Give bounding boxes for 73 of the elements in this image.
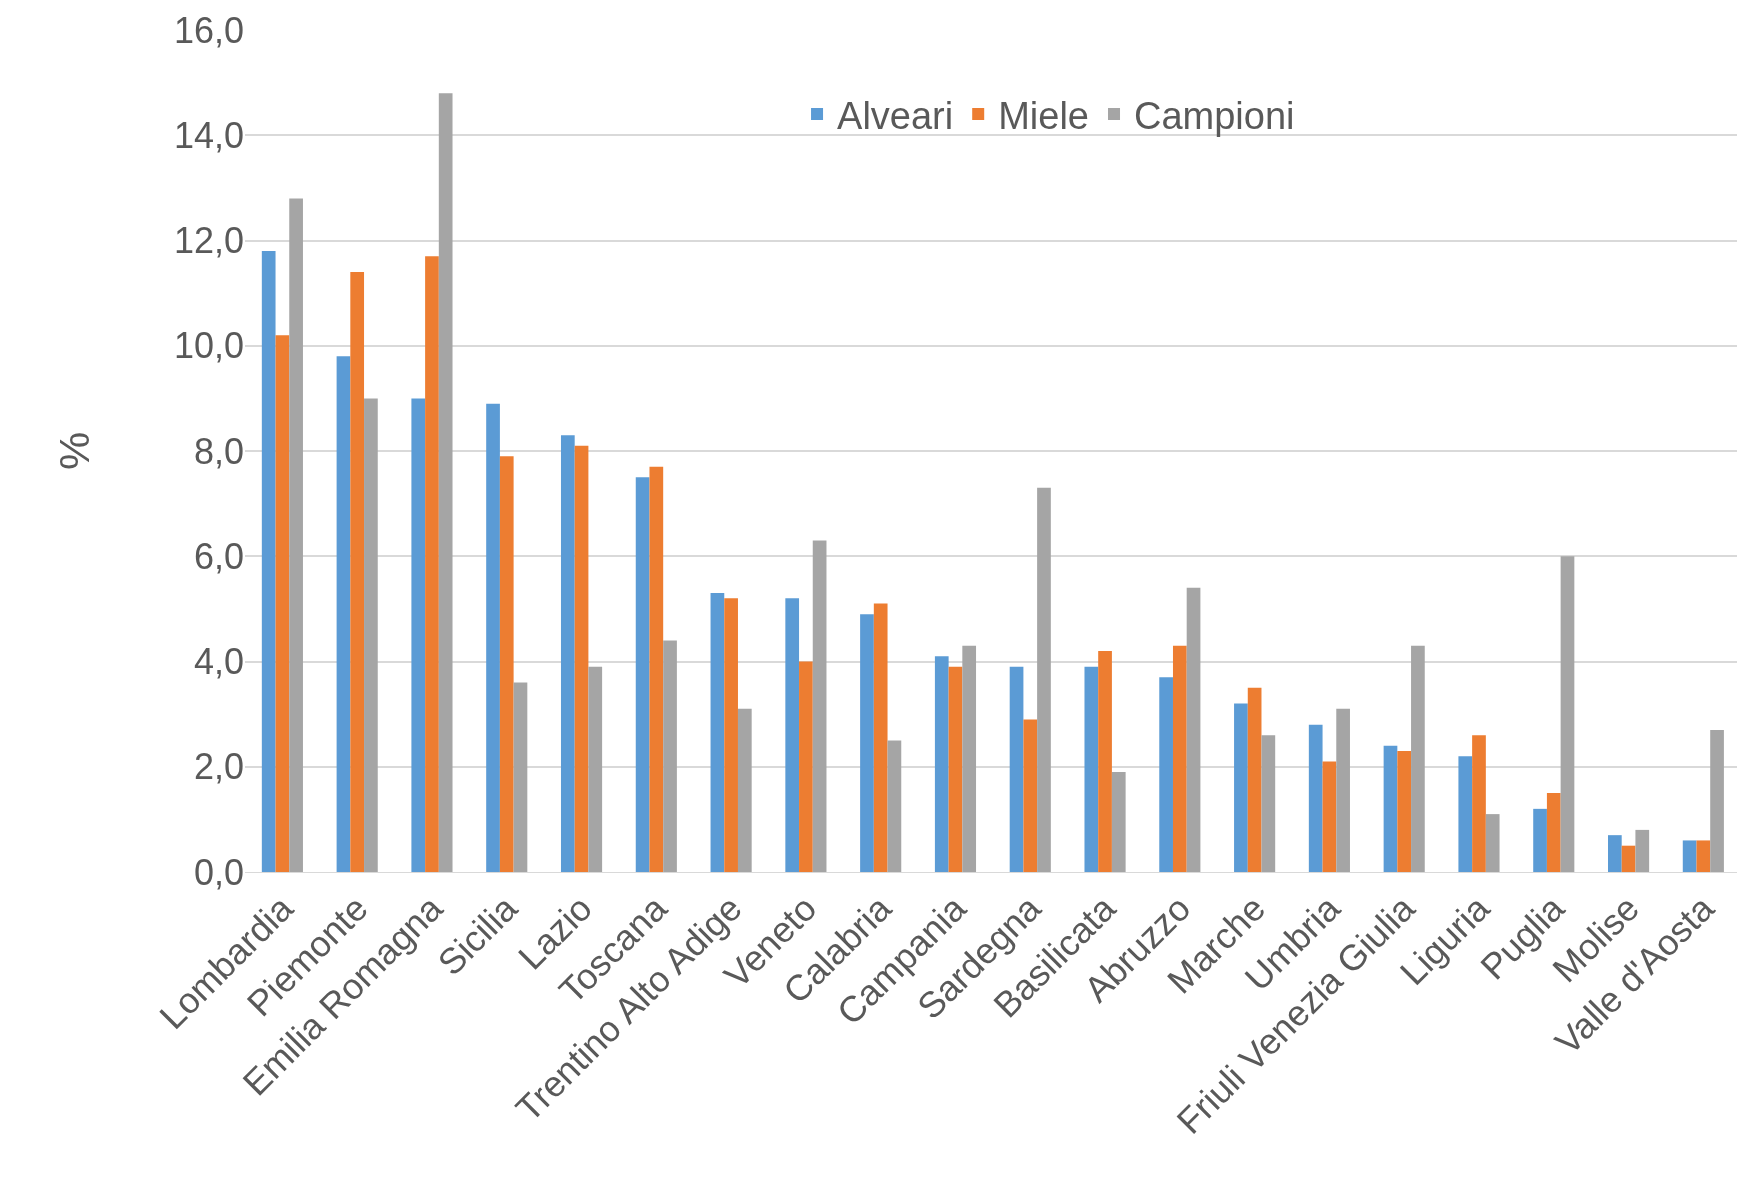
y-tick-label: 12,0	[173, 220, 244, 262]
bar	[438, 93, 453, 872]
bar	[1336, 708, 1350, 872]
bar	[1621, 845, 1636, 872]
y-tick-label: 14,0	[173, 114, 244, 156]
bar	[724, 598, 738, 872]
bar	[350, 272, 365, 872]
y-tick-label: 16,0	[173, 9, 244, 51]
bar	[588, 666, 603, 872]
bar	[1397, 750, 1412, 872]
bar	[275, 335, 290, 872]
bar	[1607, 835, 1622, 872]
bar	[710, 593, 725, 872]
legend-label: Miele	[998, 94, 1090, 137]
bar	[1682, 840, 1697, 872]
bar	[289, 198, 303, 872]
bar	[1635, 829, 1650, 872]
bar	[513, 682, 528, 872]
bar	[364, 398, 378, 872]
y-tick-label: 4,0	[193, 641, 244, 683]
y-tick-label: 8,0	[193, 430, 244, 472]
bar	[1172, 645, 1187, 872]
bar	[1186, 587, 1201, 872]
y-tick-label: 2,0	[193, 746, 244, 788]
bar	[663, 640, 677, 872]
bar	[799, 661, 813, 872]
bar	[1159, 677, 1173, 872]
bar	[1037, 487, 1051, 872]
bar	[1234, 703, 1248, 872]
bar	[1261, 735, 1276, 872]
bar	[1696, 840, 1711, 872]
bar	[1322, 761, 1337, 872]
bar	[635, 477, 650, 872]
y-tick-label: 10,0	[173, 325, 244, 367]
bar	[1009, 666, 1024, 872]
bar	[1098, 650, 1112, 872]
bar	[425, 256, 439, 872]
bar	[1710, 729, 1724, 872]
bar	[499, 456, 514, 872]
bar	[1485, 814, 1500, 872]
bar	[737, 708, 752, 872]
bar	[1472, 735, 1486, 872]
bar	[411, 398, 426, 872]
bar	[574, 445, 589, 872]
bar	[336, 356, 351, 872]
bar	[887, 740, 902, 872]
bar	[1308, 724, 1323, 872]
bar	[1560, 556, 1575, 872]
bar	[261, 251, 276, 872]
legend-label: Campioni	[1134, 94, 1295, 137]
bar	[1084, 666, 1099, 872]
bar	[860, 614, 874, 872]
bar	[1533, 808, 1547, 872]
bar	[934, 656, 949, 872]
bar	[1546, 793, 1561, 872]
bar	[1383, 745, 1398, 872]
bar	[812, 540, 827, 872]
bar	[948, 666, 963, 872]
bar	[1111, 772, 1126, 872]
bar	[962, 645, 977, 872]
bar	[1458, 756, 1473, 872]
bar	[486, 403, 500, 872]
legend-label: Alveari	[837, 94, 954, 137]
bar	[1411, 645, 1425, 872]
y-axis-title: %	[50, 431, 99, 471]
bar	[649, 466, 664, 872]
bar	[785, 598, 800, 872]
y-tick-label: 0,0	[193, 851, 244, 893]
bar	[1023, 719, 1038, 872]
bar	[1247, 687, 1262, 872]
bar	[560, 435, 575, 872]
bar	[873, 603, 888, 872]
y-tick-label: 6,0	[193, 535, 244, 577]
